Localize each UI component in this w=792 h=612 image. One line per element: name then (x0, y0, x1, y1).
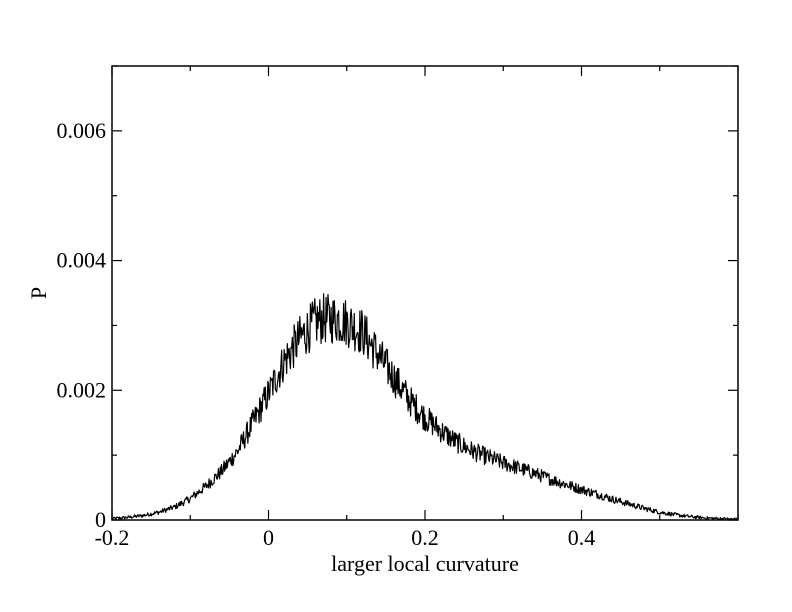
y-tick-label: 0.002 (57, 377, 107, 402)
y-axis-label: P (26, 287, 51, 299)
y-tick-label: 0.006 (57, 118, 107, 143)
plot-frame (111, 65, 739, 521)
x-tick-label: 0.2 (411, 525, 439, 550)
y-tick-label: 0 (95, 507, 106, 532)
x-tick-label: 0 (263, 525, 274, 550)
x-tick-label: -0.2 (95, 525, 130, 550)
axis-ticks (111, 65, 739, 521)
x-axis-label: larger local curvature (331, 551, 519, 576)
series-line (111, 293, 739, 521)
x-tick-label: 0.4 (568, 525, 596, 550)
y-tick-label: 0.004 (57, 248, 107, 273)
